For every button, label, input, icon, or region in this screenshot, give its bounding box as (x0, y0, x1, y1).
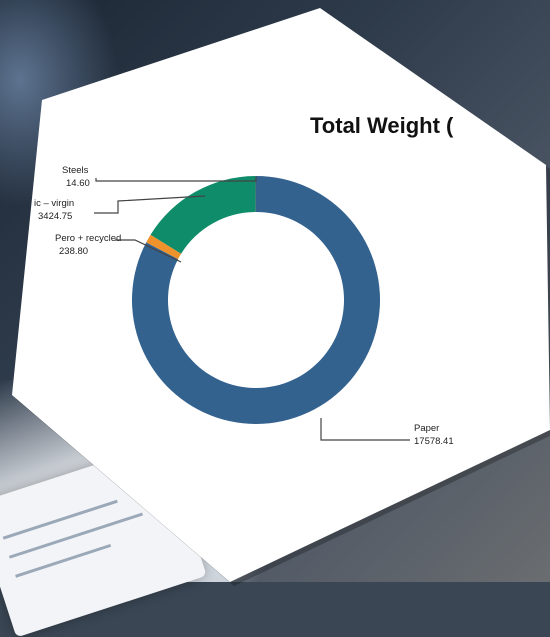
slice-value-2: 3424.75 (38, 211, 72, 222)
donut-slice-2 (150, 176, 256, 254)
donut-slice-3 (255, 176, 256, 213)
leader-line-2 (94, 195, 206, 214)
slice-value-0: 17578.41 (414, 436, 454, 447)
donut-chart: Paper 17578.41 Pero + recycled 238.80 ic – v… (34, 165, 454, 447)
leader-line-3 (95, 177, 257, 182)
leader-line-1 (115, 239, 182, 263)
slice-label-3: Steels (62, 165, 89, 176)
slice-label-2: ic – virgin (34, 198, 74, 209)
slice-label-0: Paper (414, 423, 439, 434)
donut-slice-1 (146, 234, 182, 260)
chart-title: Total Weight ( (310, 113, 454, 138)
slice-label-1: Pero + recycled (55, 233, 121, 244)
leader-line-0 (320, 418, 410, 441)
slice-value-1: 238.80 (59, 246, 88, 257)
slice-value-3: 14.60 (66, 178, 90, 189)
